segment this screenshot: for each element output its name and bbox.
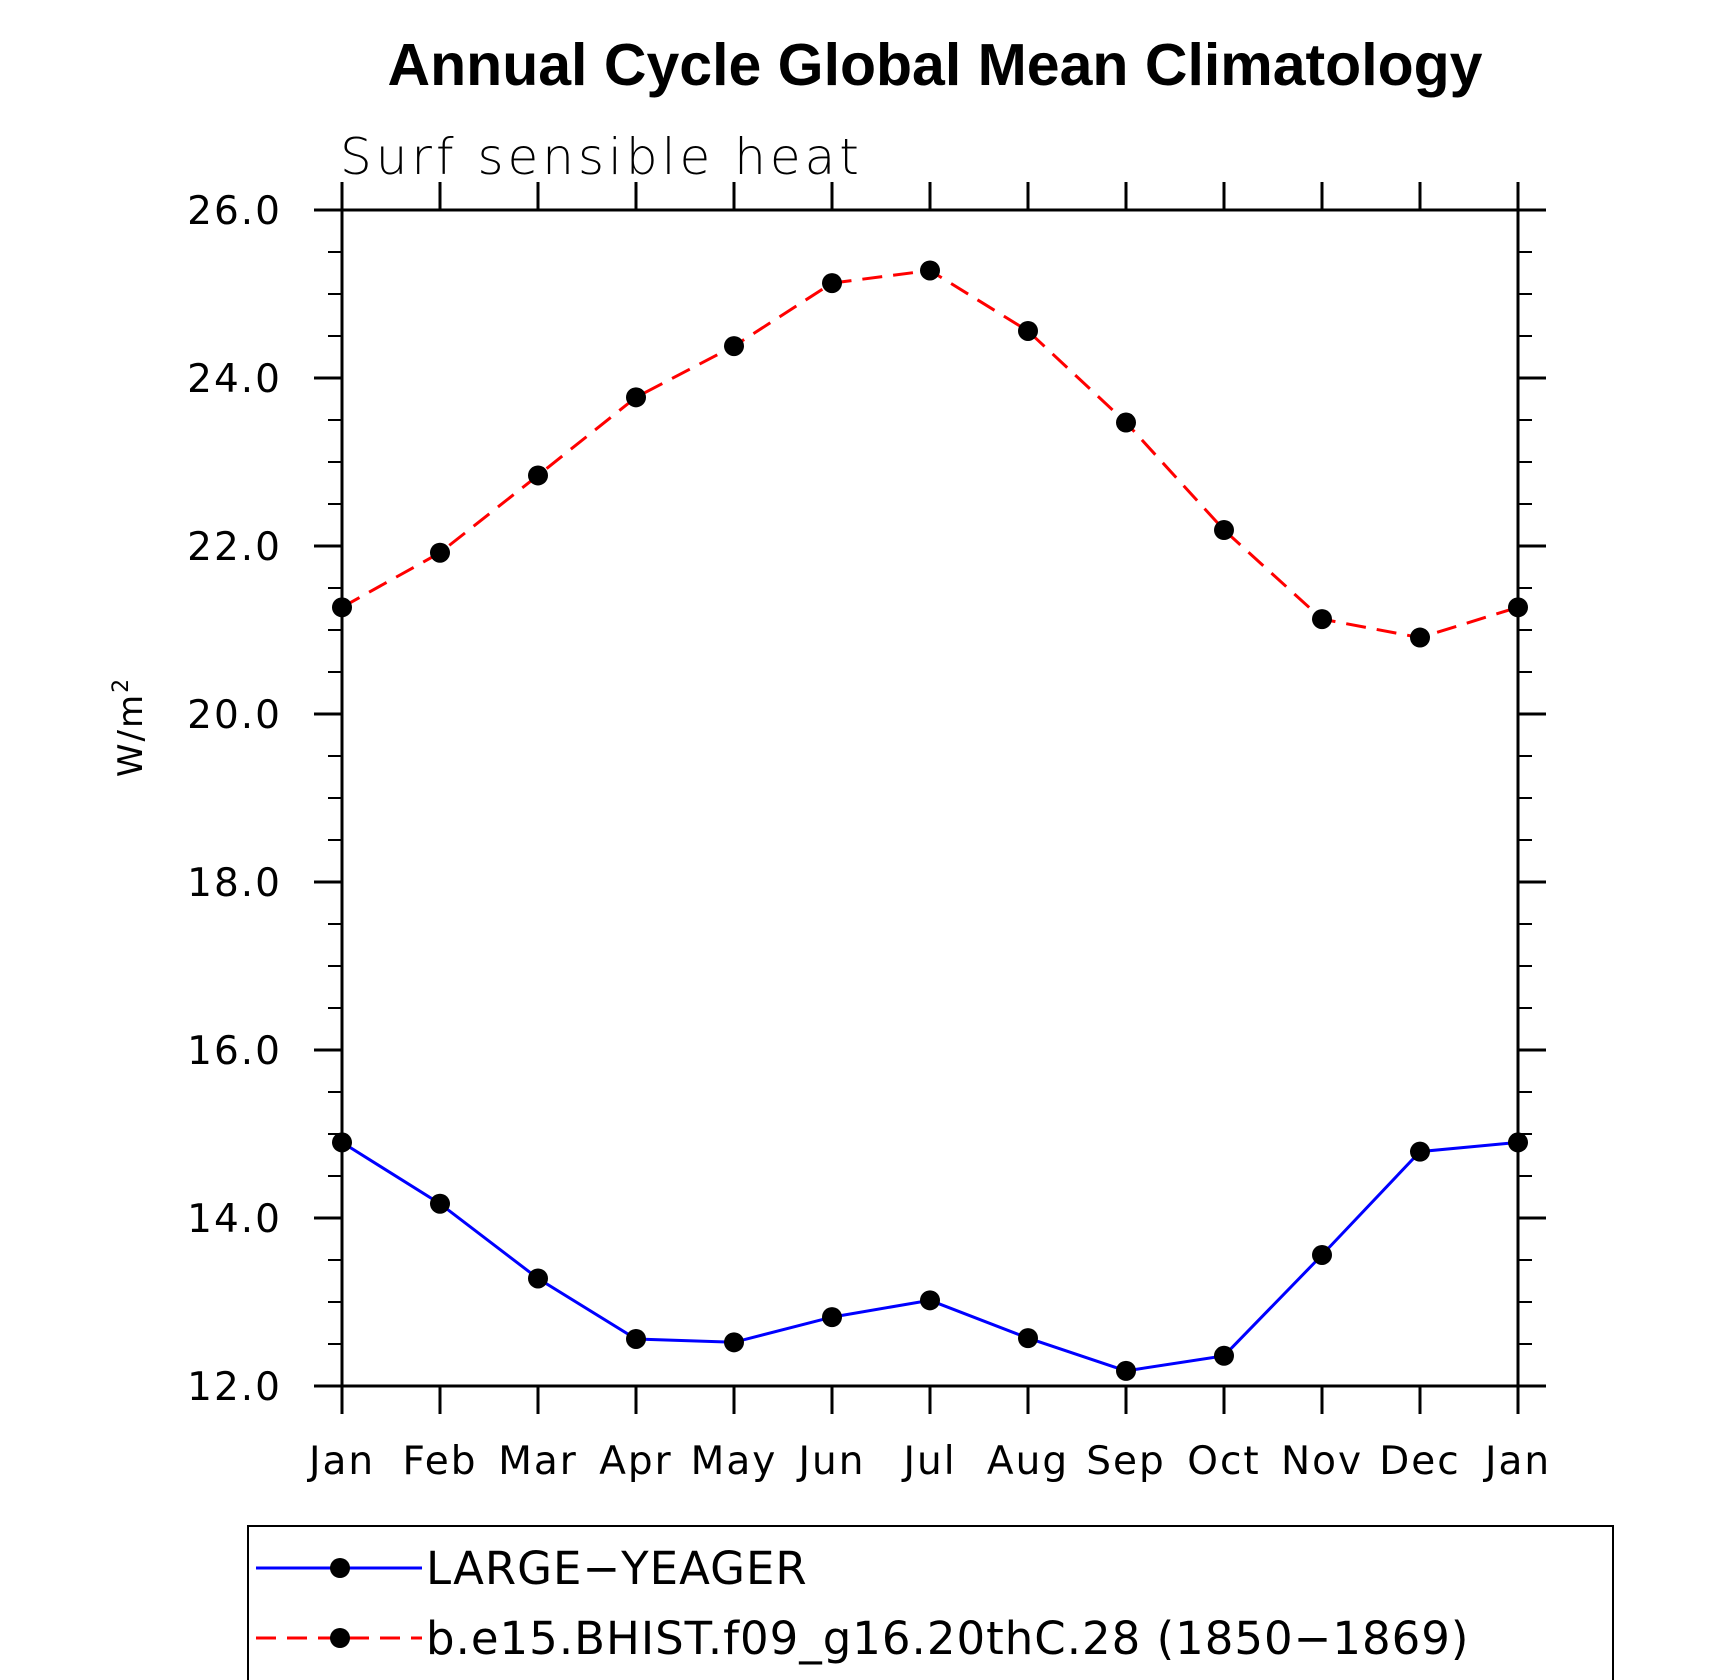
x-tick-label: Feb bbox=[402, 1439, 477, 1484]
chart-subtitle: Surf sensible heat bbox=[340, 128, 863, 186]
data-point bbox=[920, 260, 940, 281]
legend-marker-0 bbox=[330, 1558, 350, 1578]
data-point bbox=[430, 1193, 450, 1214]
legend: LARGE−YEAGER b.e15.BHIST.f09_g16.20thC.28… bbox=[247, 1525, 1614, 1680]
x-tick-label: Aug bbox=[987, 1439, 1069, 1484]
y-tick-label: 22.0 bbox=[187, 525, 282, 570]
data-point bbox=[822, 1307, 842, 1328]
legend-box bbox=[247, 1525, 1614, 1680]
data-point bbox=[1508, 597, 1528, 618]
x-tick-label: Jan bbox=[1482, 1439, 1551, 1484]
data-point bbox=[626, 1328, 646, 1349]
series-points bbox=[332, 260, 1528, 1381]
x-tick-label: Dec bbox=[1379, 1439, 1460, 1484]
data-point bbox=[626, 387, 646, 408]
data-point bbox=[430, 542, 450, 563]
x-tick-label: Nov bbox=[1281, 1439, 1363, 1484]
legend-marker-1 bbox=[330, 1628, 350, 1648]
x-tick-label: Mar bbox=[498, 1439, 578, 1484]
data-point bbox=[332, 1132, 352, 1153]
axis-ticks bbox=[314, 182, 1546, 1414]
data-point bbox=[1312, 1244, 1332, 1265]
x-tick-label: Jan bbox=[306, 1439, 375, 1484]
y-tick-label: 16.0 bbox=[187, 1029, 282, 1074]
data-point bbox=[1312, 609, 1332, 630]
data-point bbox=[920, 1290, 940, 1311]
y-tick-label: 24.0 bbox=[187, 357, 282, 402]
data-point bbox=[1410, 1141, 1430, 1162]
data-point bbox=[1410, 627, 1430, 648]
x-tick-label: Sep bbox=[1086, 1439, 1166, 1484]
axis-tick-labels: 12.0 14.0 16.0 18.0 20.0 22.0 24.0 26.0 Jan Feb Ma… bbox=[187, 189, 1551, 1484]
data-point bbox=[1214, 1345, 1234, 1366]
series-line-1 bbox=[341, 268, 1519, 640]
y-axis-label-superscript: 2 bbox=[109, 677, 134, 693]
x-tick-label: Jul bbox=[900, 1439, 956, 1484]
x-tick-label: Jun bbox=[796, 1439, 866, 1484]
y-tick-label: 20.0 bbox=[187, 693, 282, 738]
data-point bbox=[528, 1268, 548, 1289]
data-point bbox=[528, 465, 548, 486]
series-line-0 bbox=[341, 1140, 1519, 1373]
data-point bbox=[332, 597, 352, 618]
data-point bbox=[1018, 1328, 1038, 1349]
data-point bbox=[1116, 412, 1136, 433]
y-tick-label: 14.0 bbox=[187, 1197, 282, 1242]
data-point bbox=[1214, 520, 1234, 541]
y-axis-label: W/m2 bbox=[109, 677, 151, 777]
y-tick-label: 12.0 bbox=[187, 1365, 282, 1410]
plot-frame bbox=[340, 208, 1520, 1388]
x-tick-label: Apr bbox=[599, 1439, 672, 1484]
series-lines bbox=[341, 268, 1519, 1373]
data-point bbox=[1116, 1360, 1136, 1381]
chart-title: Annual Cycle Global Mean Climatology bbox=[388, 32, 1483, 98]
x-tick-label: Oct bbox=[1187, 1439, 1260, 1484]
svg-text:W/m2: W/m2 bbox=[109, 677, 151, 777]
legend-label-1: b.e15.BHIST.f09_g16.20thC.28 (1850−1869) bbox=[426, 1612, 1469, 1665]
y-axis-label-text: W/m bbox=[111, 693, 151, 777]
data-point bbox=[724, 336, 744, 357]
y-tick-label: 26.0 bbox=[187, 189, 282, 234]
data-point bbox=[1508, 1132, 1528, 1153]
data-point bbox=[822, 273, 842, 294]
x-tick-label: May bbox=[691, 1439, 778, 1484]
y-tick-label: 18.0 bbox=[187, 861, 282, 906]
data-point bbox=[1018, 320, 1038, 341]
data-point bbox=[724, 1332, 744, 1353]
legend-label-0: LARGE−YEAGER bbox=[426, 1542, 808, 1595]
